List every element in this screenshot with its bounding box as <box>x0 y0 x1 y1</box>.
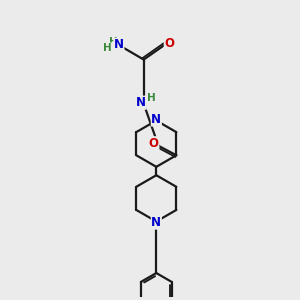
Text: O: O <box>164 37 174 50</box>
Text: H: H <box>109 37 118 47</box>
Text: N: N <box>151 216 161 229</box>
Text: N: N <box>114 38 124 51</box>
Text: H: H <box>103 43 112 53</box>
Text: N: N <box>151 113 161 126</box>
Text: N: N <box>136 96 146 109</box>
Text: H: H <box>147 94 155 103</box>
Text: O: O <box>149 137 159 150</box>
